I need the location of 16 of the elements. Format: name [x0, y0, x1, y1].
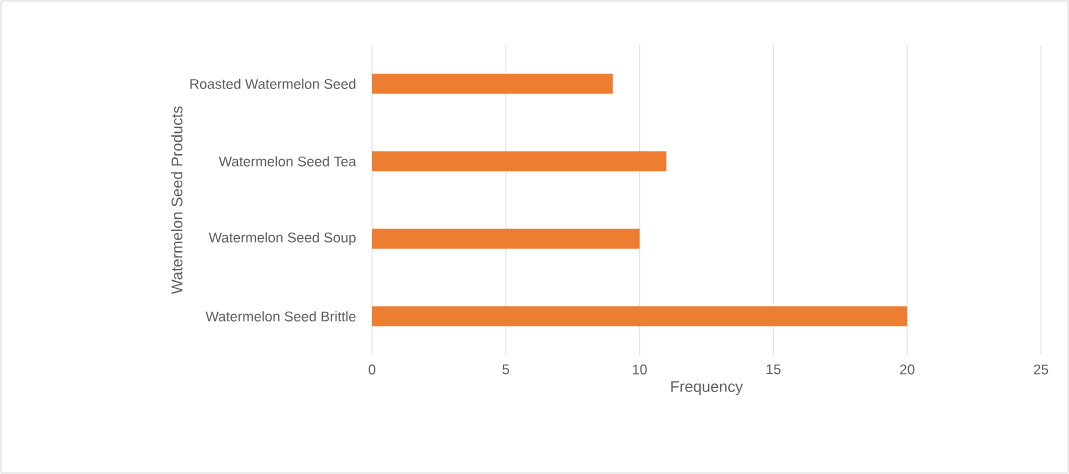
- x-tick-label: 0: [368, 364, 376, 375]
- x-axis-title: Frequency: [671, 381, 743, 396]
- y-tick-label: Watermelon Seed Brittle: [205, 311, 356, 322]
- bar: [372, 228, 640, 249]
- y-tick-label: Watermelon Seed Tea: [218, 156, 357, 167]
- x-tick-label: 20: [900, 364, 915, 375]
- x-tick-label: 10: [632, 364, 647, 375]
- bar: [372, 73, 613, 94]
- y-tick-label: Watermelon Seed Soup: [208, 232, 356, 246]
- x-tick-label: 25: [1033, 364, 1049, 375]
- x-tick-label: 15: [766, 364, 781, 375]
- bar: [372, 151, 667, 172]
- x-tick-label: 5: [502, 364, 510, 375]
- y-tick-label: Roasted Watermelon Seed: [190, 78, 356, 89]
- bar: [372, 306, 908, 327]
- y-axis-title: Watermelon Seed Products: [171, 106, 183, 295]
